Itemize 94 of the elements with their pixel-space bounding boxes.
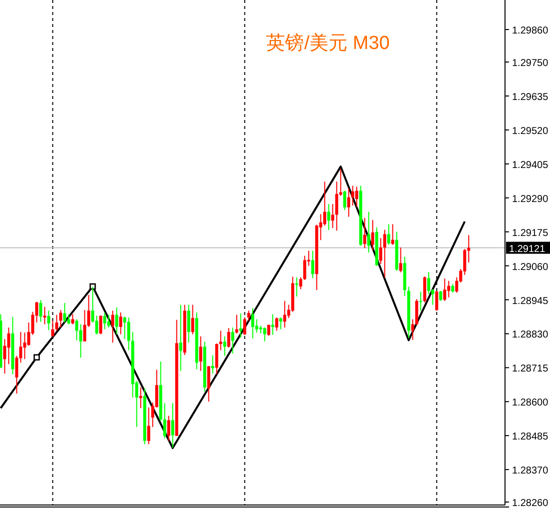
candlestick — [47, 310, 50, 331]
candlestick — [443, 278, 446, 302]
candlestick — [439, 290, 442, 302]
candlestick — [191, 304, 194, 335]
candlestick — [43, 306, 46, 325]
ref-line-label: 1.29121 — [509, 244, 546, 255]
candlestick — [323, 181, 326, 226]
candlestick — [163, 402, 166, 439]
candlestick — [299, 276, 302, 290]
candlestick — [235, 314, 238, 334]
candlestick — [127, 316, 130, 351]
candlestick — [303, 255, 306, 280]
candlestick — [343, 190, 346, 210]
candlestick — [79, 324, 82, 358]
candlestick — [383, 229, 386, 278]
candlestick — [7, 327, 10, 365]
candlestick — [427, 271, 430, 295]
candlestick — [351, 185, 354, 206]
y-tick-label: 1.28485 — [512, 432, 549, 443]
candlestick — [83, 310, 86, 342]
y-tick-label: 1.28600 — [512, 398, 549, 409]
candlestick — [75, 318, 78, 341]
candlestick — [331, 204, 334, 228]
candlestick — [115, 306, 118, 335]
candlestick — [99, 315, 102, 335]
candlestick — [447, 280, 450, 298]
candlestick — [107, 314, 110, 328]
candlestick — [147, 407, 150, 445]
candlestick — [207, 366, 210, 402]
candlestick — [311, 250, 314, 279]
candlestick — [23, 332, 26, 360]
candlestick — [243, 316, 246, 336]
candlestick — [355, 186, 358, 208]
candlestick — [327, 204, 330, 231]
candlestick — [247, 310, 250, 322]
candlestick — [271, 314, 274, 336]
candlestick — [171, 402, 174, 448]
candlestick — [411, 318, 414, 340]
candlestick — [119, 312, 122, 335]
candlestick — [415, 298, 418, 326]
candlestick — [111, 310, 114, 344]
candlestick — [371, 220, 374, 251]
candlestick — [379, 238, 382, 265]
candlestick — [363, 217, 366, 249]
y-tick-label: 1.28260 — [512, 498, 549, 509]
candlestick — [55, 314, 58, 332]
y-tick-label: 1.28370 — [512, 466, 549, 477]
candlestick — [227, 328, 230, 348]
candlestick — [391, 224, 394, 246]
candlestick — [51, 320, 54, 337]
candlestick — [367, 211, 370, 253]
candlestick — [283, 300, 286, 328]
y-tick-label: 1.29175 — [512, 228, 549, 239]
candlestick — [71, 314, 74, 325]
y-tick-label: 1.28830 — [512, 330, 549, 341]
candlestick — [187, 304, 190, 344]
candlestick — [139, 386, 142, 409]
y-tick-label: 1.29405 — [512, 160, 549, 171]
candlestick — [103, 312, 106, 330]
y-tick-label: 1.29750 — [512, 58, 549, 70]
candlestick — [167, 415, 170, 442]
y-tick-label: 1.29520 — [512, 126, 549, 137]
candlestick — [179, 304, 182, 372]
y-tick-label: 1.28715 — [512, 364, 549, 375]
candlestick — [67, 314, 70, 325]
candlestick — [219, 330, 222, 351]
y-tick-label: 1.29290 — [512, 194, 549, 205]
candlestick — [239, 312, 242, 338]
candlestick — [347, 188, 350, 218]
candlestick — [123, 316, 126, 340]
candlestick — [263, 327, 266, 342]
candlestick — [211, 354, 214, 374]
candlestick — [435, 290, 438, 312]
candlestick — [275, 316, 278, 332]
candlestick — [59, 310, 62, 328]
candlestick — [419, 291, 422, 312]
candlestick — [231, 327, 234, 354]
candlestick — [279, 316, 282, 330]
candlestick — [387, 224, 390, 246]
candlestick — [399, 246, 402, 273]
candlestick — [251, 308, 254, 339]
y-tick-label: 1.28945 — [512, 296, 549, 307]
y-tick-label: 1.29060 — [512, 262, 549, 273]
candlestick — [39, 300, 42, 322]
candlestick — [199, 336, 202, 372]
y-tick-label: 1.29635 — [512, 92, 549, 103]
candlestick — [223, 336, 226, 356]
candlestick — [63, 302, 66, 323]
candlestick — [215, 342, 218, 375]
candlestick — [335, 181, 338, 232]
y-tick-label: 1.29860 — [512, 26, 549, 37]
candlestick — [423, 276, 426, 303]
text: 英镑/美元 M30 — [266, 32, 390, 54]
line-series — [0, 166, 466, 450]
